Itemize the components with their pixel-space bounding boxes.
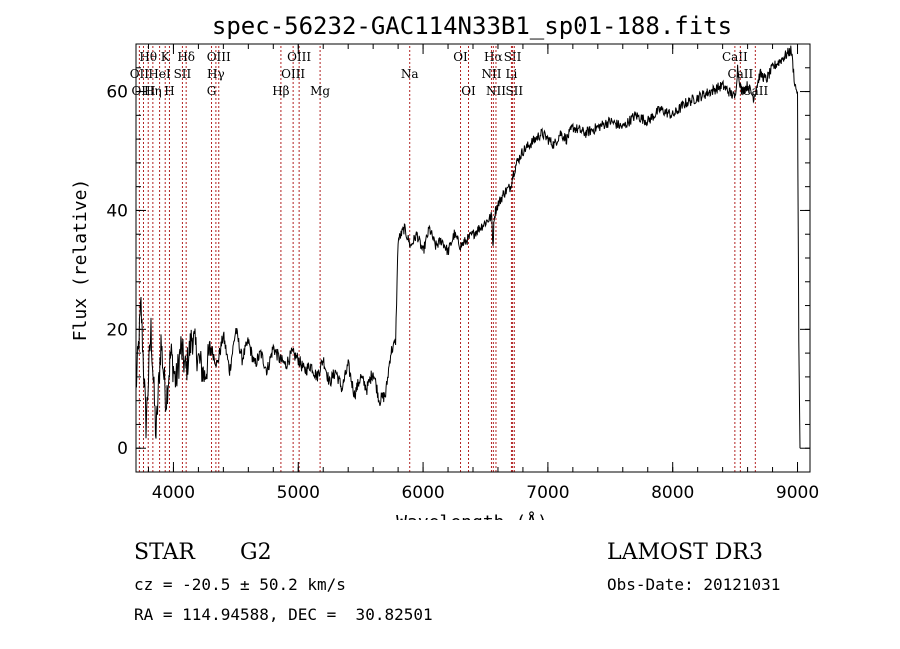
redshift-text: cz = -20.5 ± 50.2 km/s [134, 575, 346, 594]
y-tick-label: 40 [106, 201, 128, 221]
x-axis-label: Wavelength (Å) [396, 511, 548, 520]
emission-line-label: OIII [207, 50, 231, 64]
y-tick-label: 0 [117, 439, 128, 459]
emission-line-label: SII [505, 84, 523, 98]
y-axis-label: Flux (relative) [70, 179, 91, 342]
emission-line-label: OIII [287, 50, 311, 64]
y-tick-label: 60 [106, 83, 128, 103]
x-tick-label: 5000 [277, 483, 320, 503]
axes: 4000 5000 6000 7000 8000 9000 0 20 40 60 [106, 43, 819, 503]
obs-date: Obs-Date: 20121031 [607, 575, 781, 594]
x-tick-label: 9000 [776, 483, 819, 503]
emission-line-label: NII [486, 84, 506, 98]
emission-line-label: CaII [722, 50, 748, 64]
emission-line-label: OIII [131, 84, 155, 98]
emission-line-label: OII [130, 67, 150, 81]
emission-line-label: Hθ [139, 50, 157, 64]
coordinates: RA = 114.94588, DEC = 30.82501 [134, 605, 433, 624]
emission-line-label: Hγ [207, 67, 225, 81]
x-tick-label: 8000 [651, 483, 694, 503]
emission-line-label: Hα [484, 50, 503, 64]
spectrum-chart: spec-56232-GAC114N33B1_sp01-188.fits Hθ O… [70, 12, 819, 520]
emission-line-label: Mg [310, 84, 330, 98]
flux-series-line [135, 45, 801, 449]
object-type: STAR [134, 540, 195, 565]
emission-line-label: Hη [144, 84, 162, 98]
spectral-subclass: G2 [240, 540, 272, 565]
emission-line-label: HeI [148, 67, 171, 81]
emission-line-label: K [161, 50, 171, 64]
plot-frame [135, 43, 811, 473]
emission-line-label: OI [453, 50, 468, 64]
emission-line-label: SII [504, 50, 522, 64]
emission-line-label: OI [461, 84, 476, 98]
x-tick-label: 6000 [401, 483, 444, 503]
y-tick-label: 20 [106, 320, 128, 340]
emission-line-label: Hβ [272, 84, 289, 98]
x-tick-label: 4000 [152, 483, 195, 503]
emission-line-label: CaII [727, 67, 753, 81]
emission-line-label: Hδ [177, 50, 195, 64]
emission-line-label: Na [401, 67, 419, 81]
plot-area [135, 45, 801, 449]
chart-title: spec-56232-GAC114N33B1_sp01-188.fits [212, 12, 732, 40]
emission-line-label: G [207, 84, 217, 98]
survey-name: LAMOST DR3 [607, 540, 763, 565]
emission-line-label: Li [506, 67, 518, 81]
x-tick-label: 7000 [526, 483, 569, 503]
emission-line-label: OIII [281, 67, 305, 81]
emission-line-label: NII [481, 67, 501, 81]
emission-line-label: SII [174, 67, 192, 81]
emission-line-label: H [164, 84, 174, 98]
